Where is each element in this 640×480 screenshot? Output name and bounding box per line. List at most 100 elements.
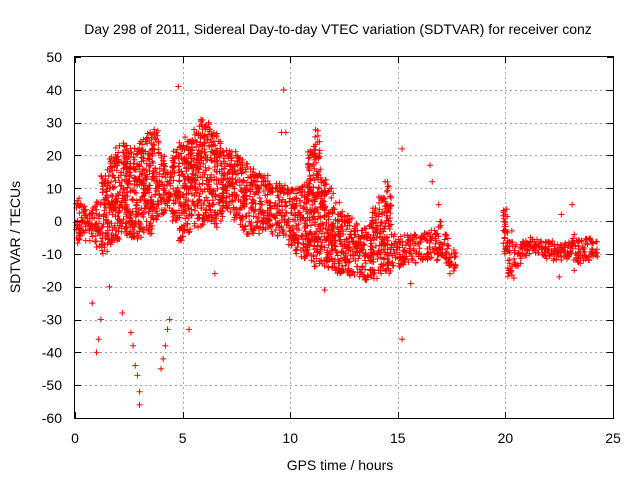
- data-point: [150, 175, 157, 182]
- data-point: [332, 243, 339, 250]
- data-point: [344, 213, 351, 220]
- data-point: [262, 220, 269, 227]
- data-point: [433, 257, 440, 264]
- data-point: [198, 223, 205, 230]
- data-point: [193, 189, 200, 196]
- data-point: [124, 158, 131, 165]
- data-point: [385, 237, 392, 244]
- data-point: [176, 207, 183, 214]
- data-point: [256, 206, 263, 213]
- data-point: [126, 215, 133, 222]
- data-point: [306, 175, 313, 182]
- data-point: [402, 256, 409, 263]
- data-point: [427, 249, 434, 256]
- data-point: [120, 160, 127, 167]
- data-point: [133, 151, 140, 158]
- data-point: [201, 216, 208, 223]
- data-point: [227, 198, 234, 205]
- data-point: [106, 235, 113, 242]
- data-point: [195, 215, 202, 222]
- data-point: [250, 207, 257, 214]
- data-point: [182, 157, 189, 164]
- data-point: [373, 219, 380, 226]
- data-point: [293, 250, 300, 257]
- data-point: [357, 247, 364, 254]
- data-point: [170, 148, 177, 155]
- data-point: [376, 249, 383, 256]
- data-point: [357, 269, 364, 276]
- data-point: [446, 270, 453, 277]
- data-point: [136, 140, 143, 147]
- data-point: [188, 191, 195, 198]
- data-point: [388, 194, 395, 201]
- data-point: [206, 206, 213, 213]
- data-point: [126, 173, 133, 180]
- data-point: [501, 218, 508, 225]
- data-point: [241, 226, 248, 233]
- y-tick-label: 30: [46, 115, 62, 131]
- data-point: [276, 182, 283, 189]
- data-point: [99, 250, 106, 257]
- data-point: [318, 200, 325, 207]
- data-point: [182, 207, 189, 214]
- data-point: [592, 250, 599, 257]
- data-point: [316, 138, 323, 145]
- data-point: [399, 336, 406, 343]
- data-point: [551, 243, 558, 250]
- data-point: [133, 202, 140, 209]
- data-point: [319, 197, 326, 204]
- data-point: [104, 188, 111, 195]
- data-point: [316, 147, 323, 154]
- y-tick-labels: -60 -50 -40 -30 -20 -10 0 10 20 30 40 50: [42, 49, 62, 426]
- data-point: [582, 256, 589, 263]
- data-point: [153, 216, 160, 223]
- data-point: [104, 218, 111, 225]
- data-point: [401, 259, 408, 266]
- data-point: [117, 218, 124, 225]
- data-point: [154, 212, 161, 219]
- data-point: [134, 235, 141, 242]
- data-point: [321, 182, 328, 189]
- data-point: [267, 199, 274, 206]
- data-points: [72, 83, 601, 408]
- data-point: [181, 227, 188, 234]
- data-point: [227, 208, 234, 215]
- data-point: [577, 260, 584, 267]
- data-point: [401, 247, 408, 254]
- data-point: [208, 189, 215, 196]
- data-point: [500, 215, 507, 222]
- data-point: [175, 83, 182, 90]
- data-point: [246, 212, 253, 219]
- data-point: [227, 182, 234, 189]
- data-point: [572, 243, 579, 250]
- data-point: [198, 155, 205, 162]
- data-point: [152, 135, 159, 142]
- data-point: [188, 146, 195, 153]
- data-point: [362, 229, 369, 236]
- data-point: [575, 237, 582, 244]
- data-point: [273, 221, 280, 228]
- data-point: [321, 287, 328, 294]
- data-point: [363, 234, 370, 241]
- data-point: [192, 203, 199, 210]
- data-point: [318, 177, 325, 184]
- data-point: [267, 187, 274, 194]
- data-point: [132, 362, 139, 369]
- data-point: [114, 235, 121, 242]
- data-point: [383, 234, 390, 241]
- data-point: [115, 235, 122, 242]
- data-point: [537, 238, 544, 245]
- data-point: [382, 220, 389, 227]
- data-point: [191, 126, 198, 133]
- data-point: [503, 206, 510, 213]
- data-point: [285, 186, 292, 193]
- data-point: [162, 207, 169, 214]
- data-point: [505, 257, 512, 264]
- data-point: [308, 257, 315, 264]
- data-point: [386, 270, 393, 277]
- data-point: [504, 273, 511, 280]
- data-point: [570, 240, 577, 247]
- data-point: [121, 161, 128, 168]
- data-point: [300, 245, 306, 252]
- data-point: [444, 242, 451, 249]
